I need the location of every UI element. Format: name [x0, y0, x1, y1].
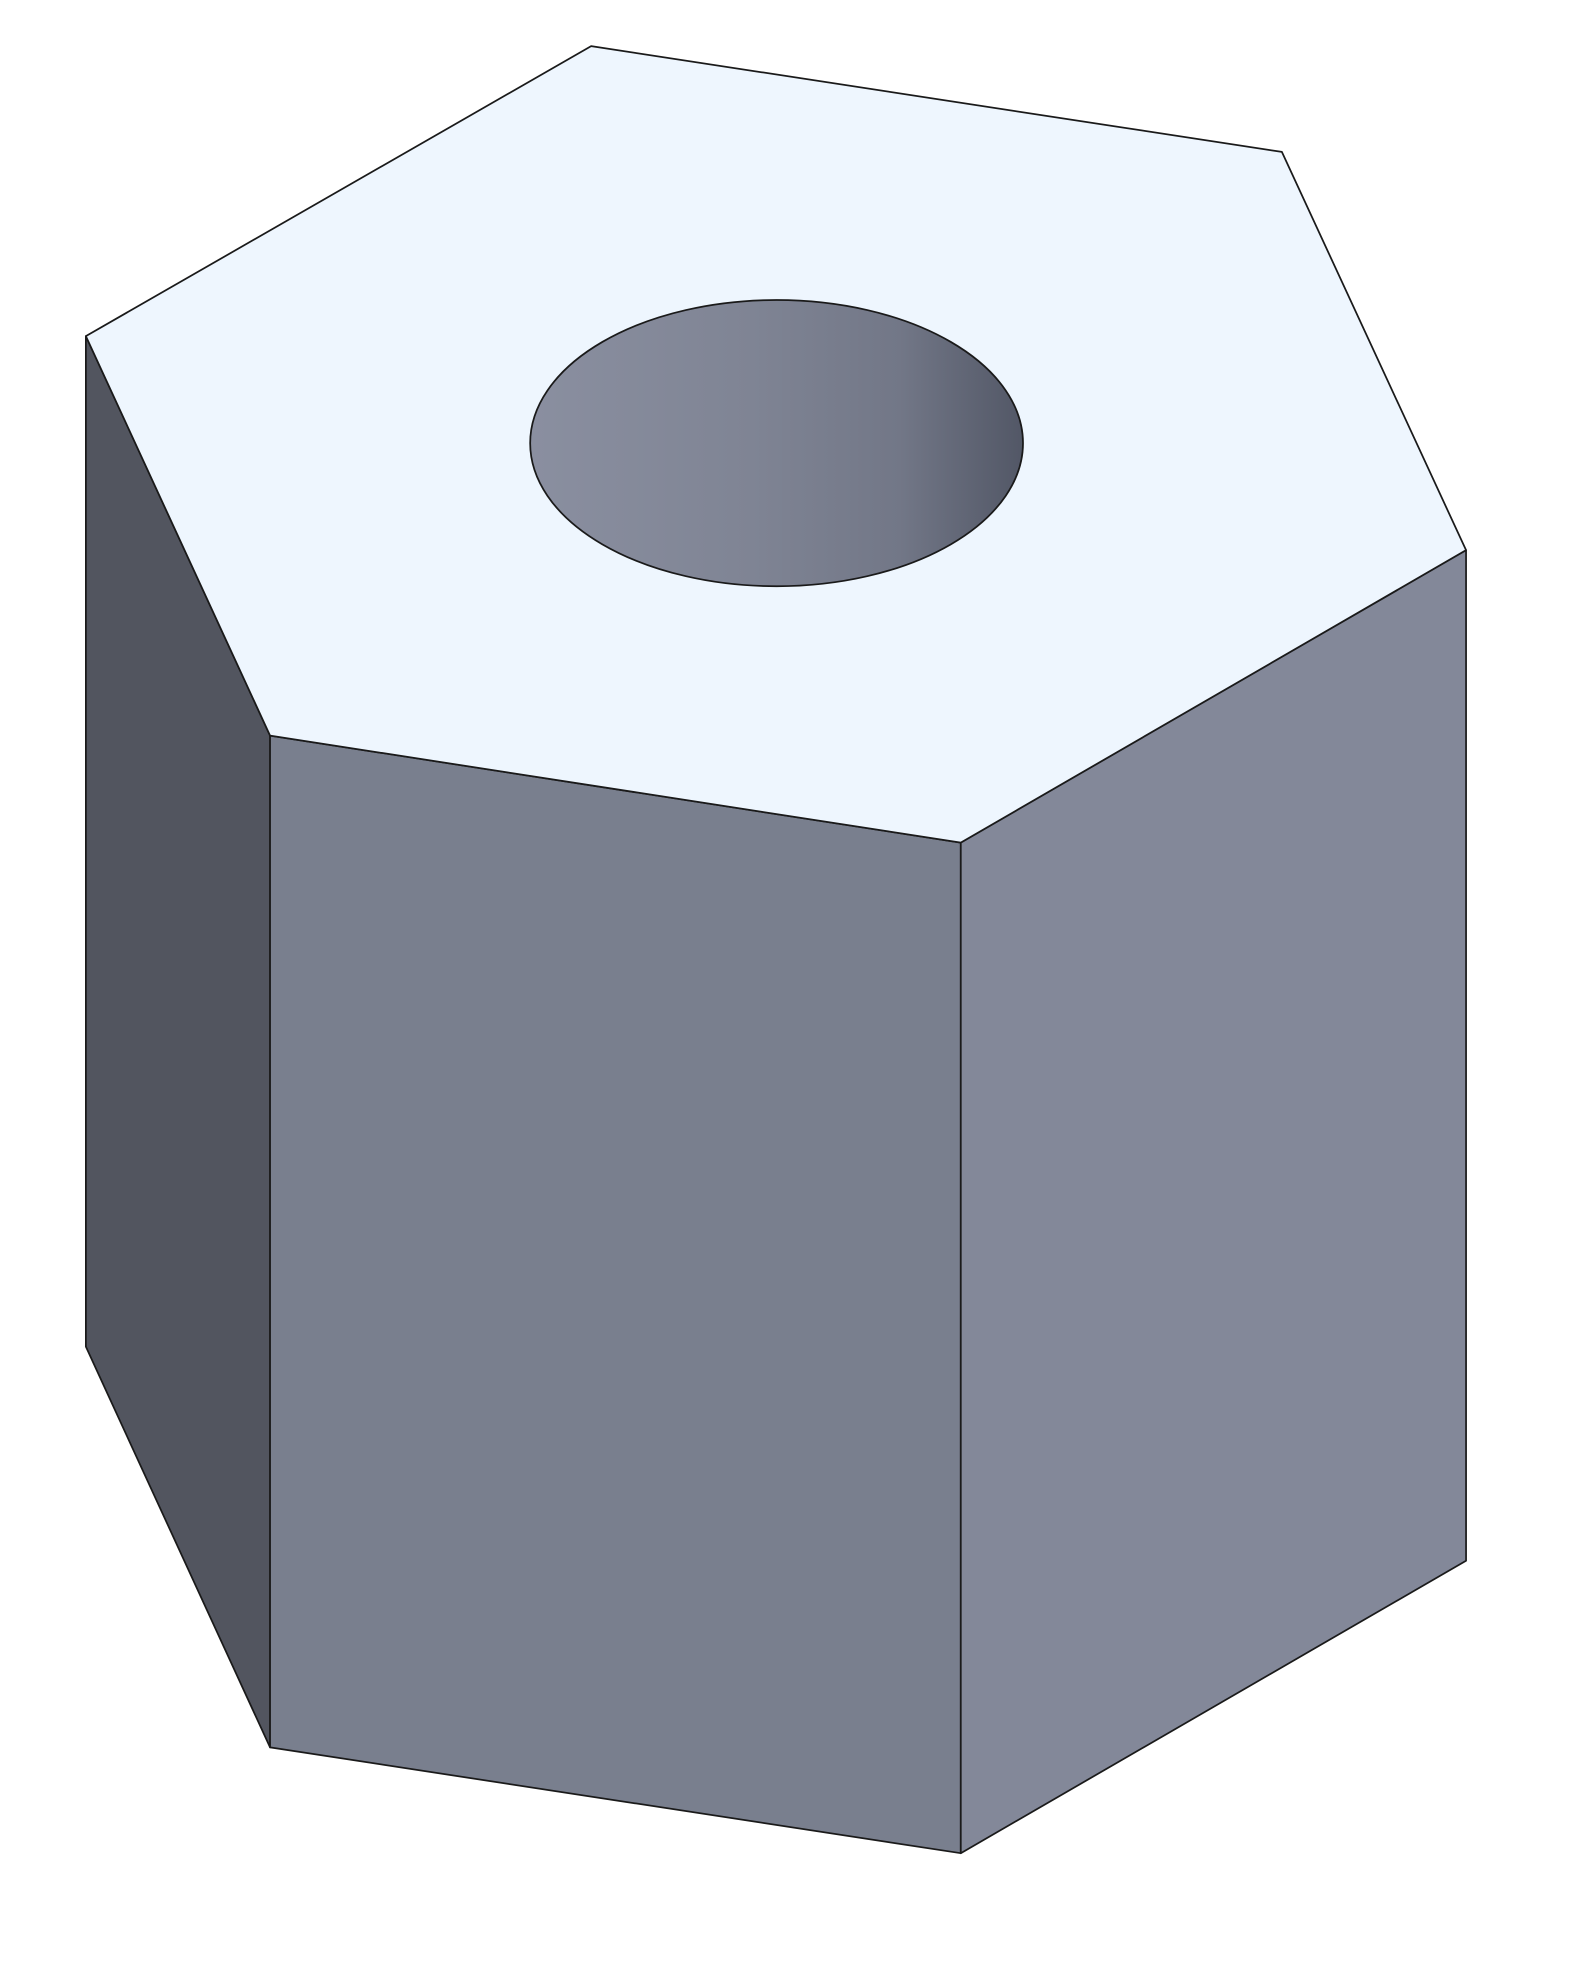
hole — [529, 299, 1024, 588]
front-face — [269, 734, 962, 1855]
